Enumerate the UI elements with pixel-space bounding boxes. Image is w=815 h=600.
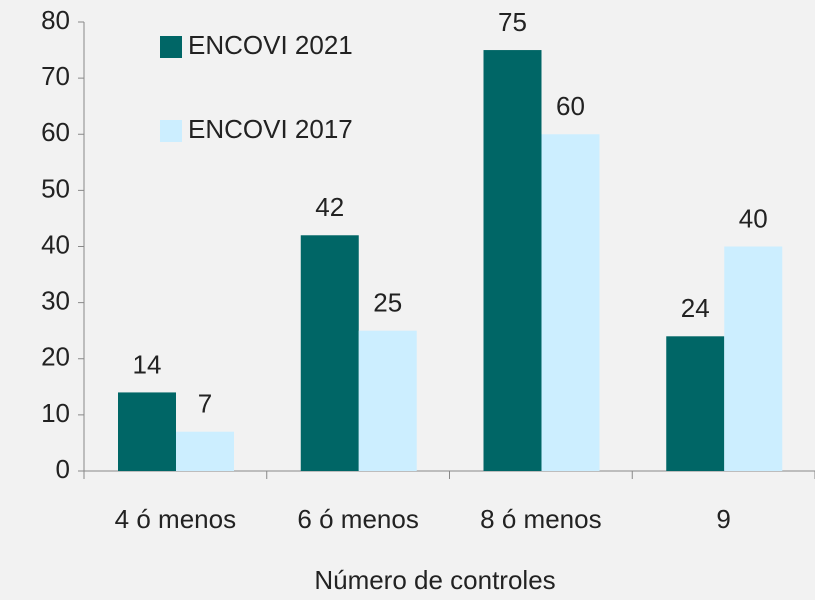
y-tick-label: 20 (41, 342, 70, 372)
data-label: 24 (681, 293, 710, 323)
legend-swatch (160, 36, 182, 58)
legend-label: ENCOVI 2017 (188, 114, 353, 144)
data-label: 75 (498, 7, 527, 37)
data-label: 25 (373, 288, 402, 318)
y-tick-label: 10 (41, 398, 70, 428)
data-label: 60 (556, 91, 585, 121)
bar (176, 431, 234, 471)
x-tick-label: 8 ó menos (480, 504, 601, 534)
x-tick-label: 4 ó menos (115, 504, 236, 534)
data-label: 7 (198, 389, 212, 419)
bar (358, 330, 417, 471)
data-label: 14 (133, 349, 162, 379)
bar (666, 336, 725, 471)
y-tick-label: 30 (41, 286, 70, 316)
data-label: 40 (739, 203, 768, 233)
bar (541, 134, 600, 471)
y-tick-label: 40 (41, 229, 70, 259)
x-axis-title: Número de controles (314, 565, 555, 595)
bar (483, 50, 542, 471)
legend-label: ENCOVI 2021 (188, 30, 353, 60)
legend-swatch (160, 120, 182, 142)
y-tick-label: 80 (41, 5, 70, 35)
y-tick-label: 0 (56, 454, 70, 484)
y-tick-label: 50 (41, 173, 70, 203)
bar (724, 246, 783, 471)
x-tick-label: 9 (716, 504, 730, 534)
y-tick-label: 70 (41, 61, 70, 91)
x-tick-label: 6 ó menos (297, 504, 418, 534)
data-label: 42 (315, 192, 344, 222)
y-tick-label: 60 (41, 117, 70, 147)
bar (118, 392, 176, 471)
bar (300, 235, 359, 471)
